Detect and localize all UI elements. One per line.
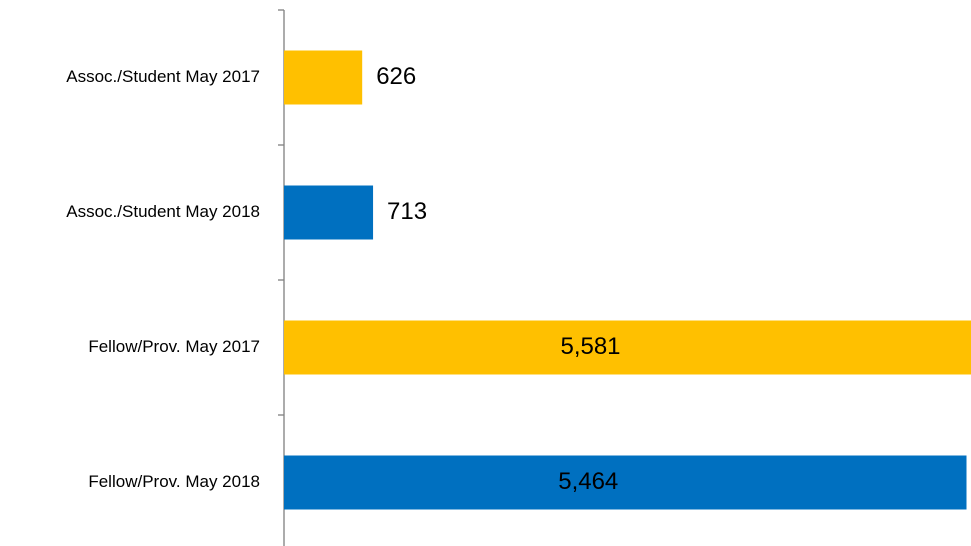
value-label: 713 — [387, 198, 427, 225]
value-label: 626 — [376, 63, 416, 90]
bar — [284, 185, 374, 240]
y-tick-label: Fellow/Prov. May 2018 — [88, 472, 260, 491]
value-label: 5,581 — [560, 333, 620, 360]
bar — [284, 320, 971, 375]
bar — [284, 455, 967, 510]
y-tick-label: Assoc./Student May 2017 — [66, 67, 260, 86]
y-tick-label: Assoc./Student May 2018 — [66, 202, 260, 221]
value-label: 5,464 — [558, 468, 618, 495]
bar — [284, 50, 363, 105]
y-tick-label: Fellow/Prov. May 2017 — [88, 337, 260, 356]
